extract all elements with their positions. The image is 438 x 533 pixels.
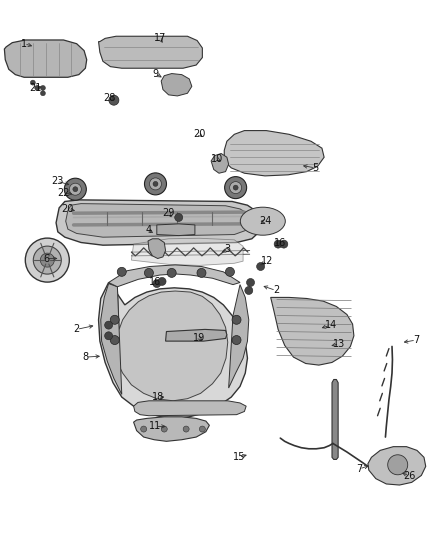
Circle shape bbox=[233, 185, 238, 190]
Circle shape bbox=[232, 316, 241, 324]
Polygon shape bbox=[368, 447, 426, 485]
Polygon shape bbox=[271, 297, 354, 365]
Text: 14: 14 bbox=[325, 320, 337, 330]
Text: 7: 7 bbox=[356, 464, 362, 474]
Circle shape bbox=[161, 426, 167, 432]
Text: 5: 5 bbox=[312, 163, 318, 173]
Text: 1: 1 bbox=[21, 39, 27, 49]
Text: 22: 22 bbox=[57, 188, 70, 198]
Circle shape bbox=[167, 269, 176, 277]
Polygon shape bbox=[161, 74, 192, 96]
Circle shape bbox=[274, 240, 282, 248]
Circle shape bbox=[109, 95, 119, 105]
Polygon shape bbox=[229, 285, 249, 388]
Text: 23: 23 bbox=[51, 176, 63, 186]
Circle shape bbox=[64, 178, 86, 200]
Text: 20: 20 bbox=[193, 130, 205, 139]
Text: 20: 20 bbox=[62, 205, 74, 214]
Circle shape bbox=[73, 187, 78, 192]
Circle shape bbox=[247, 278, 254, 287]
Circle shape bbox=[35, 85, 40, 91]
Polygon shape bbox=[134, 401, 246, 416]
Text: 7: 7 bbox=[413, 335, 419, 345]
Polygon shape bbox=[101, 284, 122, 394]
Text: 19: 19 bbox=[193, 333, 205, 343]
Circle shape bbox=[388, 455, 408, 475]
Circle shape bbox=[183, 426, 189, 432]
Text: 26: 26 bbox=[403, 471, 416, 481]
Circle shape bbox=[33, 246, 61, 274]
Circle shape bbox=[232, 336, 241, 344]
Circle shape bbox=[175, 213, 183, 222]
Circle shape bbox=[149, 178, 162, 190]
Circle shape bbox=[110, 336, 119, 344]
Polygon shape bbox=[66, 204, 251, 237]
Polygon shape bbox=[148, 239, 166, 259]
Polygon shape bbox=[134, 417, 209, 441]
Text: 16: 16 bbox=[149, 278, 162, 287]
Polygon shape bbox=[166, 329, 227, 341]
Polygon shape bbox=[4, 40, 87, 77]
Text: 8: 8 bbox=[82, 352, 88, 362]
Circle shape bbox=[199, 426, 205, 432]
Circle shape bbox=[226, 268, 234, 276]
Circle shape bbox=[141, 426, 147, 432]
Polygon shape bbox=[131, 238, 243, 265]
Text: 2: 2 bbox=[74, 325, 80, 334]
Ellipse shape bbox=[240, 207, 285, 235]
Circle shape bbox=[105, 332, 113, 340]
Circle shape bbox=[153, 279, 161, 288]
Circle shape bbox=[69, 183, 81, 195]
Text: 13: 13 bbox=[333, 339, 346, 349]
Circle shape bbox=[40, 91, 46, 96]
Text: 15: 15 bbox=[233, 453, 245, 462]
Circle shape bbox=[245, 286, 253, 295]
Text: 18: 18 bbox=[152, 392, 164, 402]
Text: 11: 11 bbox=[149, 422, 162, 431]
Circle shape bbox=[145, 269, 153, 277]
Text: 2: 2 bbox=[273, 286, 279, 295]
Text: 10: 10 bbox=[211, 154, 223, 164]
Text: 24: 24 bbox=[259, 216, 271, 226]
Text: 9: 9 bbox=[152, 69, 159, 78]
Circle shape bbox=[197, 269, 206, 277]
Circle shape bbox=[110, 316, 119, 324]
Circle shape bbox=[230, 182, 242, 193]
Polygon shape bbox=[109, 287, 228, 401]
Circle shape bbox=[225, 176, 247, 199]
Text: 12: 12 bbox=[261, 256, 273, 266]
Polygon shape bbox=[224, 131, 324, 176]
Text: 29: 29 bbox=[162, 208, 175, 218]
Text: 3: 3 bbox=[225, 245, 231, 254]
Circle shape bbox=[153, 181, 158, 187]
Polygon shape bbox=[56, 200, 261, 245]
Text: 4: 4 bbox=[146, 225, 152, 235]
Polygon shape bbox=[211, 154, 229, 173]
Polygon shape bbox=[157, 224, 195, 236]
Circle shape bbox=[105, 321, 113, 329]
Circle shape bbox=[25, 238, 69, 282]
Circle shape bbox=[30, 80, 35, 85]
Text: 21: 21 bbox=[29, 83, 41, 93]
Text: 6: 6 bbox=[43, 254, 49, 263]
Text: 16: 16 bbox=[274, 238, 286, 247]
Text: 17: 17 bbox=[154, 34, 166, 43]
Circle shape bbox=[145, 173, 166, 195]
Circle shape bbox=[40, 85, 46, 91]
Circle shape bbox=[280, 240, 288, 248]
Polygon shape bbox=[332, 379, 338, 459]
Circle shape bbox=[158, 277, 166, 286]
Circle shape bbox=[40, 253, 54, 267]
Polygon shape bbox=[99, 282, 247, 418]
Text: 28: 28 bbox=[103, 93, 116, 102]
Polygon shape bbox=[109, 265, 240, 287]
Circle shape bbox=[117, 268, 126, 276]
Polygon shape bbox=[99, 36, 202, 68]
Circle shape bbox=[257, 262, 265, 271]
